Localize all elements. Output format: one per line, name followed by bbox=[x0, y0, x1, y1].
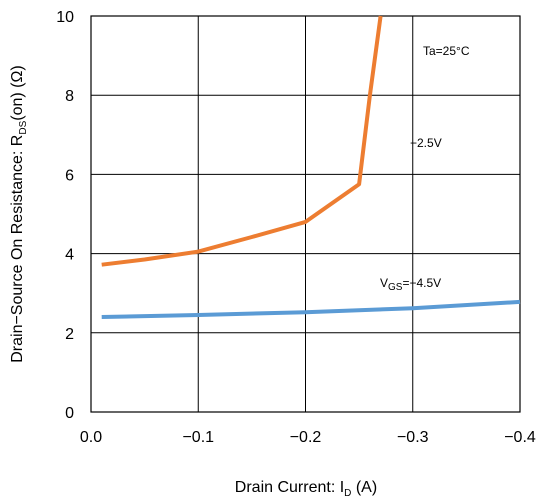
y-tick-label: 10 bbox=[56, 9, 74, 26]
series-line-1 bbox=[101, 299, 521, 319]
annotation-vgs-2-5: −2.5V bbox=[410, 136, 442, 150]
series-group bbox=[101, 15, 521, 319]
y-axis-label-main: Drain−Source On Resistance: R bbox=[9, 135, 26, 363]
y-tick-label: 2 bbox=[65, 326, 74, 343]
x-axis-label-sub: D bbox=[344, 488, 351, 499]
y-tick-label: 8 bbox=[65, 88, 74, 105]
grid bbox=[90, 15, 521, 413]
annotation-temperature: Ta=25°C bbox=[423, 44, 470, 58]
y-tick-label: 6 bbox=[65, 167, 74, 184]
x-tick-label: −0.3 bbox=[397, 429, 429, 446]
annotation-vgs-4-5-main: V bbox=[380, 276, 388, 290]
y-axis-label-tail: (on) (Ω) bbox=[9, 65, 26, 121]
y-tick-labels: 0 2 4 6 8 10 bbox=[56, 9, 74, 422]
x-axis-label: Drain Current: ID (A) bbox=[235, 479, 377, 499]
annotation-vgs-4-5-sub: GS bbox=[388, 282, 403, 293]
x-axis-label-main: Drain Current: I bbox=[235, 479, 344, 496]
annotation-vgs-4-5: VGS=−4.5V bbox=[380, 276, 441, 293]
y-axis-label-sub: DS bbox=[18, 120, 29, 134]
x-tick-label: −0.4 bbox=[504, 429, 536, 446]
series-line-0 bbox=[101, 15, 383, 267]
x-tick-label: −0.1 bbox=[182, 429, 214, 446]
annotation-vgs-4-5-tail: =−4.5V bbox=[402, 276, 441, 290]
x-tick-label: −0.2 bbox=[290, 429, 322, 446]
x-axis-label-tail: (A) bbox=[351, 479, 377, 496]
x-tick-labels: 0.0 −0.1 −0.2 −0.3 −0.4 bbox=[80, 429, 536, 446]
y-axis-label: Drain−Source On Resistance: RDS(on) (Ω) bbox=[9, 65, 29, 363]
plot-frame bbox=[90, 15, 521, 413]
y-tick-label: 4 bbox=[65, 247, 74, 264]
y-tick-label: 0 bbox=[65, 405, 74, 422]
x-tick-label: 0.0 bbox=[80, 429, 102, 446]
